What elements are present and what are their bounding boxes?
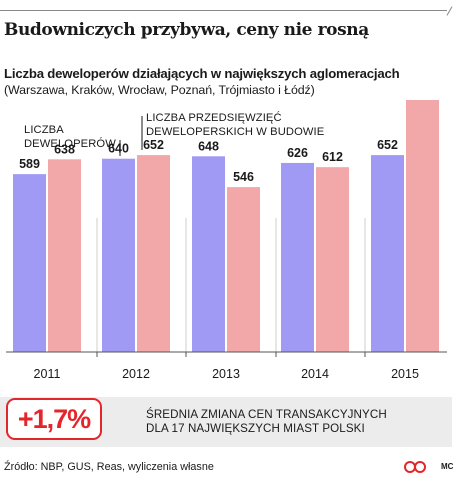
rp-logo-icon <box>404 461 426 473</box>
price-change-note: ŚREDNIA ZMIANA CEN TRANSAKCYJNYCH DLA 17… <box>146 408 387 436</box>
bar-2011-series-2 <box>48 159 81 352</box>
data-label-2014-series-1: 626 <box>287 146 308 160</box>
data-label-2012-series-1: 640 <box>108 142 129 156</box>
price-change-note-line1: ŚREDNIA ZMIANA CEN TRANSAKCYJNYCH <box>146 408 387 421</box>
bar-2015-series-2 <box>406 100 439 353</box>
top-rule <box>0 10 447 11</box>
bar-2012-series-1 <box>102 158 135 352</box>
data-label-2011-series-2: 638 <box>54 142 75 156</box>
x-tick-label-2014: 2014 <box>301 367 329 381</box>
bar-2014-series-2 <box>316 167 349 352</box>
page-title: Budowniczych przybywa, ceny nie rosną <box>4 20 369 40</box>
data-label-2013-series-1: 648 <box>198 139 219 153</box>
bar-chart: 589 638 2011 640 652 2012 648 546 2013 626 612 2014… <box>6 100 447 381</box>
source-note: Źródło: NBP, GUS, Reas, wyliczenia własn… <box>4 461 214 473</box>
legend-developers-line1: LICZBA <box>24 124 64 136</box>
data-label-2015-series-1: 652 <box>377 138 398 152</box>
legend-projects-line2: DEWELOPERSKICH W BUDOWIE <box>146 126 325 138</box>
legend-developers: LICZBA DEWELOPERÓW <box>24 123 116 151</box>
data-label-2013-series-2: 546 <box>233 170 254 184</box>
chart-subtitle: Liczba deweloperów działających w najwię… <box>4 66 400 81</box>
author-initials: MC <box>441 462 454 471</box>
chart-subtitle-cities: (Warszawa, Kraków, Wrocław, Poznań, Trój… <box>4 83 315 97</box>
price-change-badge: +1,7% <box>6 398 102 440</box>
price-change-note-line2: DLA 17 NAJWIĘKSZYCH MIAST POLSKI <box>146 422 365 435</box>
x-tick-label-2011: 2011 <box>34 367 61 381</box>
legend-developers-line2: DEWELOPERÓW <box>24 138 116 150</box>
legend-projects-line1: LICZBA PRZEDSIĘWZIĘĆ <box>146 112 282 124</box>
bar-2012-series-2 <box>137 155 170 352</box>
data-label-2011-series-1: 589 <box>19 157 40 171</box>
data-label-2014-series-2: 612 <box>322 150 343 164</box>
data-label-2012-series-2: 652 <box>143 138 164 152</box>
bar-2011-series-1 <box>13 174 46 352</box>
legend-projects: LICZBA PRZEDSIĘWZIĘĆ DEWELOPERSKICH W BU… <box>146 111 324 139</box>
bar-2013-series-1 <box>192 156 225 352</box>
x-tick-label-2012: 2012 <box>122 367 150 381</box>
bar-2013-series-2 <box>227 187 260 352</box>
bar-2014-series-1 <box>281 162 314 352</box>
x-tick-label-2013: 2013 <box>212 367 240 381</box>
bar-2015-series-1 <box>371 155 404 352</box>
x-tick-label-2015: 2015 <box>391 367 419 381</box>
